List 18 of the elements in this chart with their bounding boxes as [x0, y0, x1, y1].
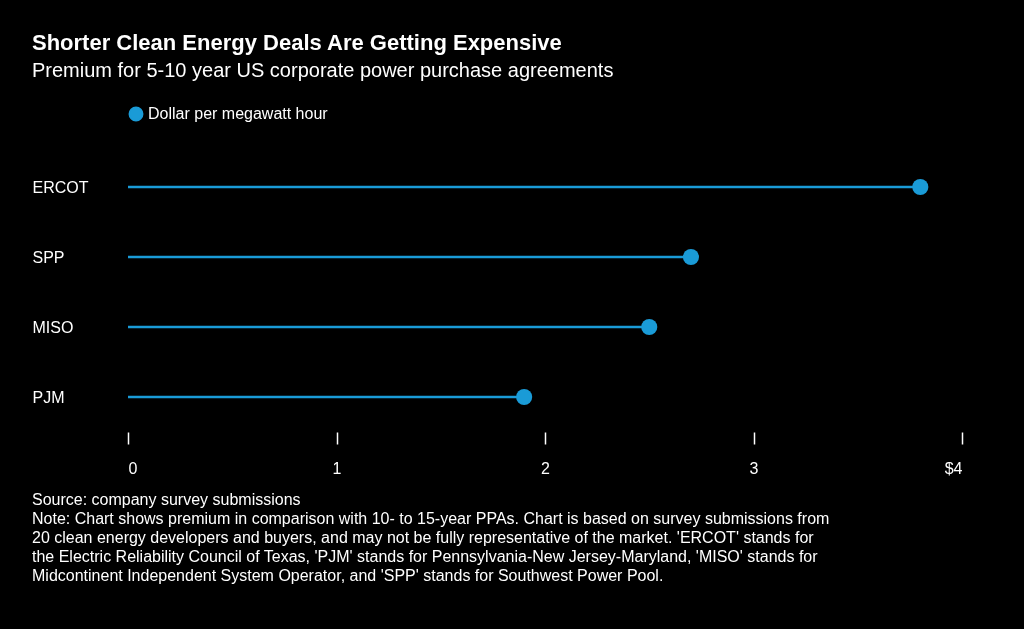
- chart-title: Shorter Clean Energy Deals Are Getting Expensive: [32, 30, 562, 55]
- x-tick-label: 2: [541, 459, 551, 477]
- point: [912, 178, 929, 196]
- y-tick-label: SPP: [32, 248, 65, 266]
- x-tick-label: 1: [332, 459, 342, 477]
- point: [682, 248, 700, 266]
- legend-label: Dollar per megawatt hour: [148, 105, 329, 122]
- point: [516, 388, 533, 406]
- y-tick-label: MISO: [32, 318, 74, 336]
- y-tick-label: PJM: [32, 388, 65, 406]
- x-tick-label: 0: [128, 459, 138, 477]
- chart-subtitle: Premium for 5-10 year US corporate power purchase agreements: [32, 59, 614, 81]
- source-note: Source: company survey submissions: [32, 490, 302, 509]
- x-tick-label: 3: [749, 459, 759, 477]
- point: [641, 318, 658, 336]
- y-tick-label: ERCOT: [32, 178, 89, 196]
- text: Note: Chart shows premium in comparison with 10- to 15-year PPAs. Chart is based on survey submissions from 20 clean energy developers and buyers, and may not be fully representative of the market. 'ERCOT' stands for the Electric Reliability Council of Texas, 'PJM' stands for Pennsylvania-New Jersey-Maryland, 'MISO' stands for Midcontinent Independent System Operator, and 'SPP' stands for Southwest Power Pool.: [32, 509, 831, 585]
- x-tick-label: $4: [944, 459, 963, 477]
